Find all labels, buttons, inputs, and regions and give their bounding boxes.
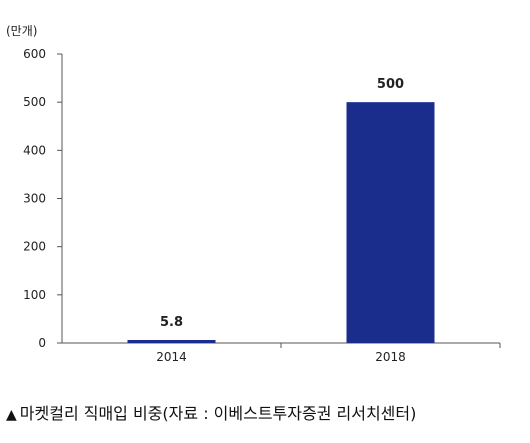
bars — [127, 102, 435, 344]
bar-chart: (만개) 0 100 200 300 400 500 600 2014 2018 5.8 500 — [6, 24, 501, 364]
triangle-marker-icon: ▲ — [6, 407, 17, 423]
y-tick-label: 600 — [23, 47, 46, 61]
x-tick-label: 2014 — [156, 350, 187, 364]
y-tick-label: 0 — [38, 336, 46, 350]
bar-2018 — [346, 102, 435, 344]
y-tick-label: 500 — [23, 95, 46, 109]
data-label: 500 — [377, 77, 404, 92]
y-tick-label: 300 — [23, 192, 46, 206]
data-label: 5.8 — [160, 315, 183, 330]
figure-caption: ▲ 마켓컬리 직매입 비중(자료 : 이베스트투자증권 리서치센터) — [6, 400, 526, 424]
y-tick-label: 400 — [23, 143, 46, 157]
x-axis-ticks: 2014 2018 — [156, 343, 501, 364]
y-axis-unit-label: (만개) — [6, 24, 37, 38]
y-tick-label: 200 — [23, 240, 46, 254]
x-tick-label: 2018 — [375, 350, 406, 364]
caption-text: 마켓컬리 직매입 비중(자료 : 이베스트투자증권 리서치센터) — [19, 404, 417, 423]
data-labels: 5.8 500 — [160, 77, 404, 330]
y-tick-label: 100 — [23, 288, 46, 302]
bar-2014 — [127, 340, 216, 343]
y-axis-ticks: 0 100 200 300 400 500 600 — [23, 47, 62, 350]
